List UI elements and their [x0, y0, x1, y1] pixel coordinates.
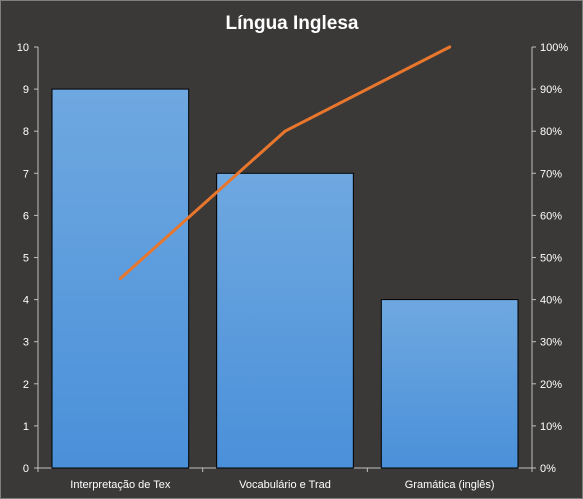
cumulative-line-layer	[118, 45, 452, 281]
bar-2	[216, 172, 354, 469]
line-point-3	[448, 45, 452, 49]
y2-tick-label: 60%	[540, 210, 562, 222]
y2-tick-label: 20%	[540, 379, 562, 391]
y2-tick-label: 100%	[540, 42, 568, 54]
y-tick-label: 8	[23, 126, 29, 138]
y-tick-label: 5	[23, 253, 29, 265]
y2-tick-label: 80%	[540, 126, 562, 138]
chart-title: Língua Inglesa	[225, 13, 358, 34]
y2-tick-label: 50%	[540, 253, 562, 265]
bar-3	[380, 299, 519, 469]
y2-tick-label: 70%	[540, 168, 562, 180]
y2-tick-label: 0%	[540, 463, 556, 475]
line-point-1	[118, 277, 122, 281]
y2-tick-label: 30%	[540, 337, 562, 349]
y-tick-label: 0	[23, 463, 29, 475]
y2-tick-label: 10%	[540, 421, 562, 433]
y-tick-label: 9	[23, 84, 29, 96]
line-point-2	[283, 129, 287, 133]
y-tick-label: 6	[23, 210, 29, 222]
y-tick-label: 7	[23, 168, 29, 180]
y-tick-label: 4	[23, 295, 29, 307]
x-tick-label: Gramática (inglês)	[405, 479, 495, 491]
x-tick-label: Vocabulário e Trad	[239, 479, 331, 491]
y2-tick-label: 40%	[540, 295, 562, 307]
x-tick-label: Interpretação de Tex	[70, 479, 171, 491]
y2-tick-label: 90%	[540, 84, 562, 96]
labels: 0123456789100%10%20%30%40%50%60%70%80%90…	[17, 42, 569, 491]
y-tick-label: 3	[23, 337, 29, 349]
y-tick-label: 1	[23, 421, 29, 433]
y-tick-label: 10	[17, 42, 29, 54]
y-tick-label: 2	[23, 379, 29, 391]
